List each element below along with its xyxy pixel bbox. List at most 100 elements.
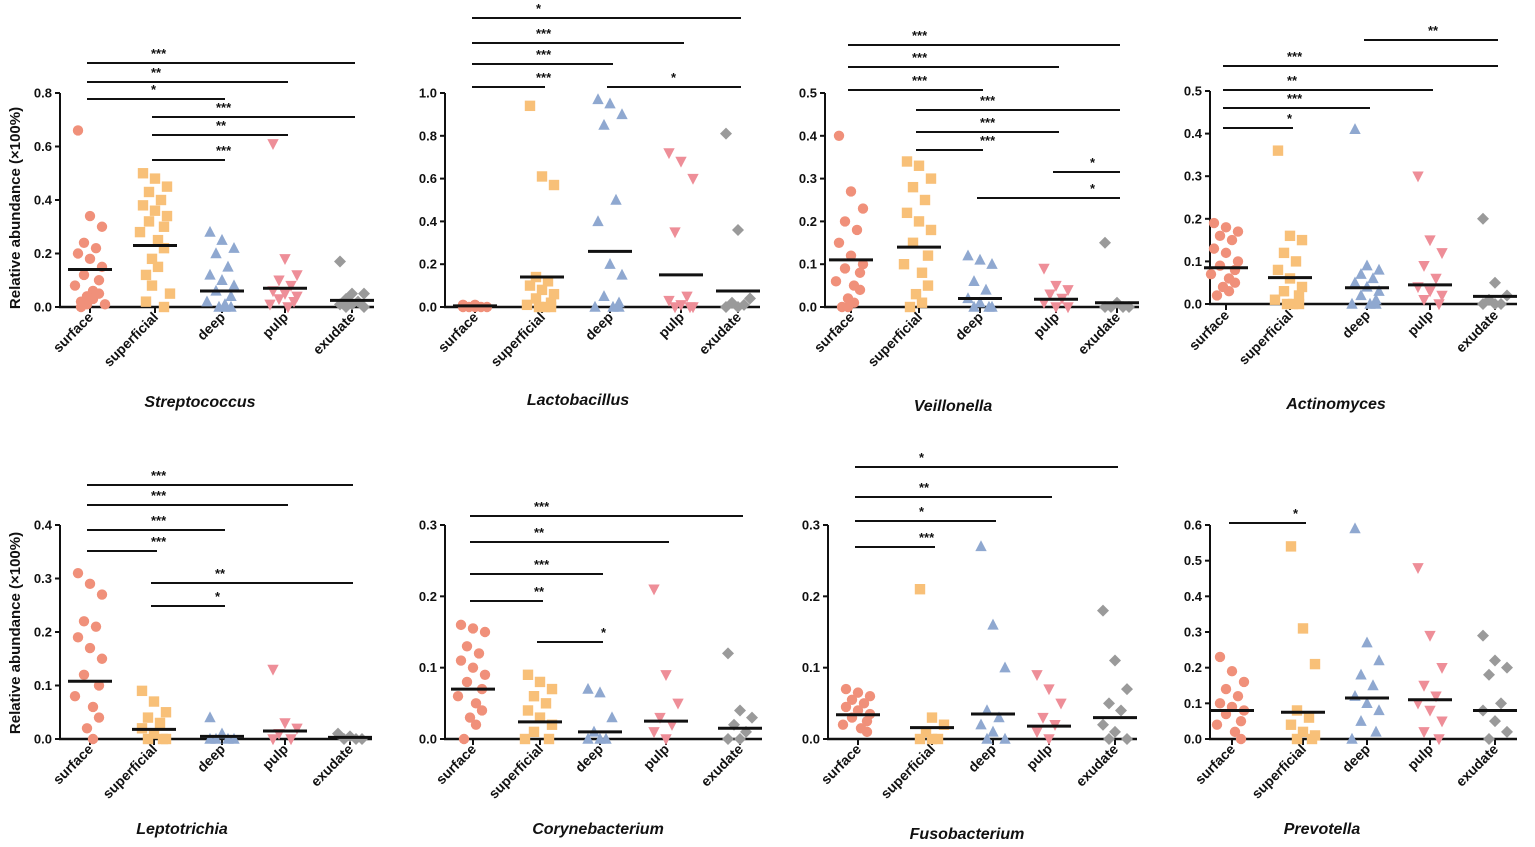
- data-point-surface: [78, 669, 90, 680]
- data-point-superficial: [1309, 658, 1321, 670]
- category-label-surface: surface: [1186, 307, 1233, 354]
- data-point-surface: [1235, 715, 1247, 727]
- data-point-exudate: [1103, 733, 1115, 745]
- data-point-superficial: [533, 301, 545, 313]
- data-point-pulp: [291, 723, 303, 735]
- data-point-deep: [1373, 654, 1385, 666]
- data-point-deep: [987, 618, 999, 630]
- data-point-superficial: [914, 584, 926, 595]
- data-point-surface: [1223, 286, 1235, 297]
- data-point-exudate: [1489, 654, 1501, 667]
- y-tick-label: 0.0: [34, 300, 52, 315]
- y-tick-label: 0.2: [1184, 660, 1202, 675]
- significance-label: ***: [216, 100, 232, 115]
- data-point-pulp: [1436, 290, 1448, 302]
- data-point-surface: [1220, 247, 1232, 259]
- category-label-exudate: exudate: [307, 741, 356, 790]
- data-point-deep: [1349, 522, 1361, 534]
- data-point-superficial: [901, 156, 913, 167]
- data-point-deep: [228, 279, 240, 291]
- data-point-superficial: [907, 237, 919, 248]
- category-label-pulp: pulp: [655, 309, 687, 341]
- data-point-superficial: [155, 194, 167, 206]
- panel-streptococcus: 0.0 0.2 0.4 0.6 0.8 surface superficial deep pul…: [34, 46, 374, 411]
- data-point-pulp: [285, 734, 297, 746]
- y-tick-label: 0.0: [34, 732, 52, 747]
- data-point-exudate: [732, 301, 744, 313]
- category-label-superficial: superficial: [864, 309, 925, 370]
- y-tick-label: 0.0: [419, 732, 437, 747]
- y-tick-label: 0.8: [419, 128, 437, 143]
- category-label-surface: surface: [435, 309, 482, 356]
- y-tick-label: 0.2: [34, 625, 52, 640]
- data-point-surface: [854, 267, 866, 278]
- data-point-superficial: [528, 726, 540, 738]
- data-point-exudate: [1477, 629, 1489, 642]
- significance-label: **: [1287, 73, 1298, 88]
- data-point-deep: [594, 732, 606, 744]
- data-point-superficial: [164, 288, 176, 299]
- data-point-deep: [594, 686, 606, 698]
- y-tick-label: 0.3: [799, 171, 817, 186]
- data-point-pulp: [267, 664, 279, 676]
- data-point-surface: [69, 280, 81, 291]
- data-point-deep: [1361, 259, 1373, 271]
- data-point-superficial: [137, 200, 149, 211]
- significance-label: ***: [536, 26, 552, 41]
- data-point-superficial: [522, 669, 534, 680]
- data-point-superficial: [152, 261, 164, 273]
- data-point-surface: [75, 301, 87, 313]
- data-point-surface: [93, 680, 105, 691]
- data-point-pulp: [1055, 698, 1067, 710]
- data-point-surface: [1229, 277, 1241, 288]
- significance-label: ***: [912, 28, 928, 43]
- data-point-superficial: [932, 733, 944, 745]
- panel-actinomyces: 0.0 0.1 0.2 0.3 0.4 0.5 surface superficial deep…: [1184, 23, 1517, 413]
- data-point-pulp: [1424, 705, 1436, 717]
- y-tick-label: 0.3: [34, 571, 52, 586]
- data-point-exudate: [1099, 236, 1111, 249]
- data-point-surface: [864, 691, 876, 702]
- y-tick-label: 0.3: [419, 518, 437, 533]
- panel-fusobacterium: 0.0 0.1 0.2 0.3 surface superficial deep pulp ex…: [802, 450, 1137, 843]
- category-label-exudate: exudate: [697, 741, 746, 790]
- data-point-superficial: [548, 288, 560, 300]
- data-point-superficial: [916, 267, 928, 278]
- significance-label: **: [216, 118, 227, 133]
- data-point-exudate: [1109, 654, 1121, 667]
- significance-label: *: [215, 589, 221, 604]
- data-point-superficial: [904, 301, 916, 313]
- data-point-surface: [461, 676, 473, 688]
- data-point-exudate: [1489, 276, 1501, 289]
- significance-label: **: [534, 584, 545, 599]
- data-point-surface: [458, 733, 470, 745]
- data-point-superficial: [161, 210, 173, 222]
- data-point-superficial: [146, 280, 158, 291]
- data-point-surface: [90, 242, 102, 254]
- y-tick-label: 0.0: [1184, 297, 1202, 312]
- data-point-superficial: [539, 301, 551, 313]
- data-point-superficial: [522, 705, 534, 716]
- data-point-surface: [464, 712, 476, 723]
- data-point-exudate: [1477, 212, 1489, 225]
- data-point-exudate: [1495, 697, 1507, 710]
- data-point-surface: [854, 284, 866, 296]
- y-tick-label: 0.3: [802, 518, 820, 533]
- data-point-superficial: [1297, 726, 1309, 738]
- significance-label: **: [919, 480, 930, 495]
- data-point-superficial: [143, 186, 155, 198]
- data-point-surface: [1214, 260, 1226, 271]
- data-point-surface: [72, 632, 84, 643]
- data-point-superficial: [152, 234, 164, 246]
- category-label-pulp: pulp: [640, 741, 672, 773]
- y-tick-label: 0.2: [419, 589, 437, 604]
- data-point-superficial: [922, 280, 934, 291]
- significance-label: ***: [980, 93, 996, 108]
- data-point-deep: [1370, 297, 1382, 309]
- data-point-superficial: [919, 194, 931, 206]
- data-point-pulp: [1424, 630, 1436, 642]
- data-point-pulp: [288, 296, 300, 308]
- data-point-superficial: [1269, 294, 1281, 305]
- panel-title: Lactobacillus: [527, 392, 629, 409]
